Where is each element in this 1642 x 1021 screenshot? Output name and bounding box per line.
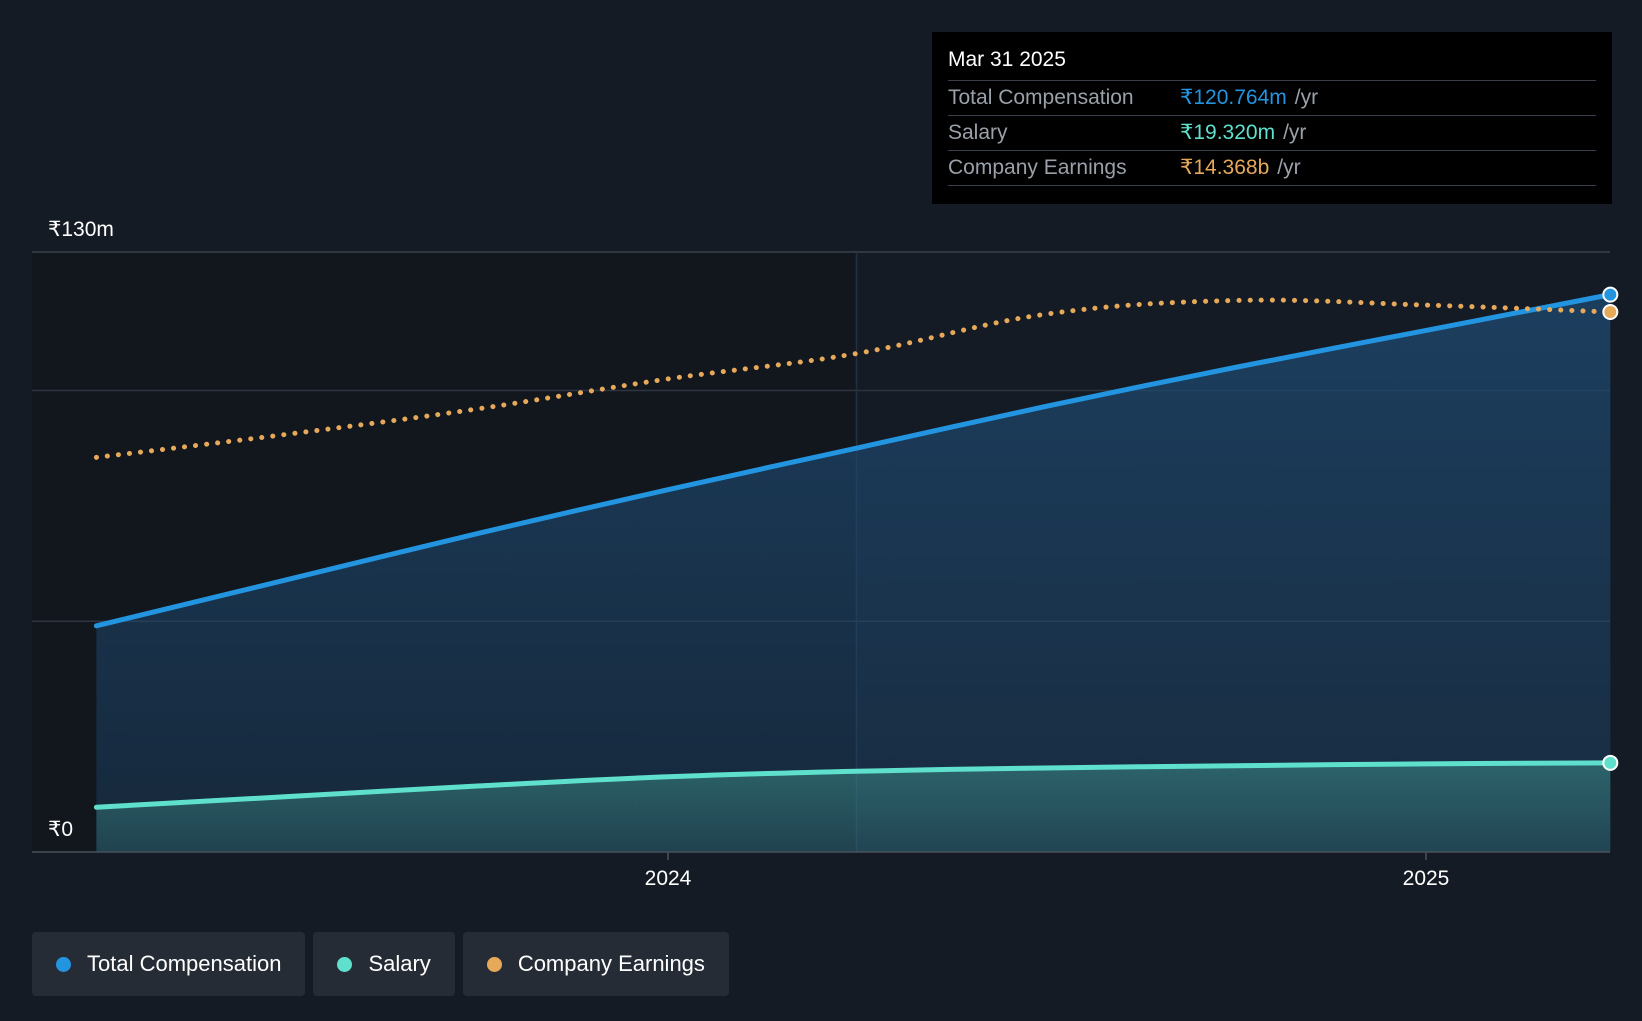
- tooltip-date: Mar 31 2025: [948, 46, 1596, 81]
- end-marker-salary[interactable]: [1602, 754, 1619, 771]
- y-axis-top-label: ₹130m: [48, 218, 114, 241]
- legend-label: Company Earnings: [517, 951, 705, 976]
- tooltip-row-salary: Salary ₹19.320m /yr: [948, 116, 1596, 151]
- tooltip-value: ₹120.764m: [1180, 86, 1287, 109]
- tooltip-row-company-earnings: Company Earnings ₹14.368b /yr: [948, 151, 1596, 186]
- area-salary: [96, 762, 1611, 852]
- tooltip-label: Salary: [948, 121, 1008, 144]
- y-axis-bottom-label: ₹0: [48, 818, 73, 841]
- legend-dot-icon: [337, 956, 353, 972]
- tooltip-row-total-compensation: Total Compensation ₹120.764m /yr: [948, 81, 1596, 116]
- line-company-earnings: [93, 297, 1613, 460]
- line-total-compensation: [93, 292, 1613, 629]
- tooltip-unit: /yr: [1283, 121, 1307, 144]
- legend: Total Compensation Salary Company Earnin…: [32, 932, 729, 996]
- axes: 2024 2025: [32, 851, 1610, 890]
- x-tick-label: 2025: [1403, 867, 1450, 890]
- tooltip-label: Company Earnings: [948, 156, 1127, 179]
- tooltip-value: ₹19.320m: [1180, 121, 1276, 144]
- legend-label: Total Compensation: [87, 951, 282, 976]
- legend-item-salary[interactable]: Salary: [313, 932, 455, 996]
- area-fills: [96, 294, 1611, 852]
- tooltip-value: ₹14.368b: [1180, 156, 1270, 179]
- legend-dot-icon: [56, 956, 71, 972]
- x-tick-label: 2024: [645, 867, 692, 890]
- tooltip-unit: /yr: [1277, 156, 1301, 179]
- end-marker-total-compensation[interactable]: [1602, 286, 1619, 303]
- tooltip-panel: Mar 31 2025 Total Compensation ₹120.764m…: [932, 32, 1612, 204]
- legend-label: Salary: [368, 951, 431, 976]
- legend-item-total-compensation[interactable]: Total Compensation: [32, 932, 306, 996]
- line-salary: [93, 760, 1613, 810]
- end-marker-company-earnings[interactable]: [1602, 304, 1619, 320]
- area-total-compensation: [96, 294, 1611, 852]
- end-markers: [1602, 286, 1619, 771]
- tooltip-unit: /yr: [1294, 86, 1319, 109]
- legend-item-company-earnings[interactable]: Company Earnings: [462, 932, 729, 996]
- legend-dot-icon: [486, 956, 502, 972]
- tooltip-label: Total Compensation: [948, 86, 1134, 109]
- series-lines: [93, 292, 1613, 810]
